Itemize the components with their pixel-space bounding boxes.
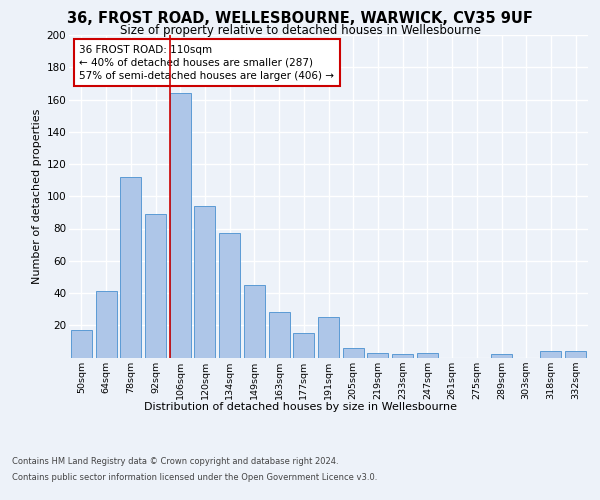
Bar [318,317,339,358]
Bar [194,206,215,358]
Bar [219,234,240,358]
Text: Distribution of detached houses by size in Wellesbourne: Distribution of detached houses by size … [143,402,457,412]
Bar [491,354,512,358]
Bar [145,214,166,358]
Bar [541,351,562,358]
Bar [367,352,388,358]
Bar [71,330,92,357]
Bar [269,312,290,358]
Bar [343,348,364,358]
Bar [170,93,191,357]
Bar [565,351,586,358]
Bar [392,354,413,358]
Bar [417,352,438,358]
Bar [244,285,265,358]
Y-axis label: Number of detached properties: Number of detached properties [32,108,43,284]
Bar [95,292,116,358]
Bar [120,177,141,358]
Text: 36, FROST ROAD, WELLESBOURNE, WARWICK, CV35 9UF: 36, FROST ROAD, WELLESBOURNE, WARWICK, C… [67,11,533,26]
Text: Size of property relative to detached houses in Wellesbourne: Size of property relative to detached ho… [119,24,481,37]
Text: Contains public sector information licensed under the Open Government Licence v3: Contains public sector information licen… [12,472,377,482]
Text: 36 FROST ROAD: 110sqm
← 40% of detached houses are smaller (287)
57% of semi-det: 36 FROST ROAD: 110sqm ← 40% of detached … [79,44,334,81]
Bar [293,334,314,357]
Text: Contains HM Land Registry data © Crown copyright and database right 2024.: Contains HM Land Registry data © Crown c… [12,458,338,466]
